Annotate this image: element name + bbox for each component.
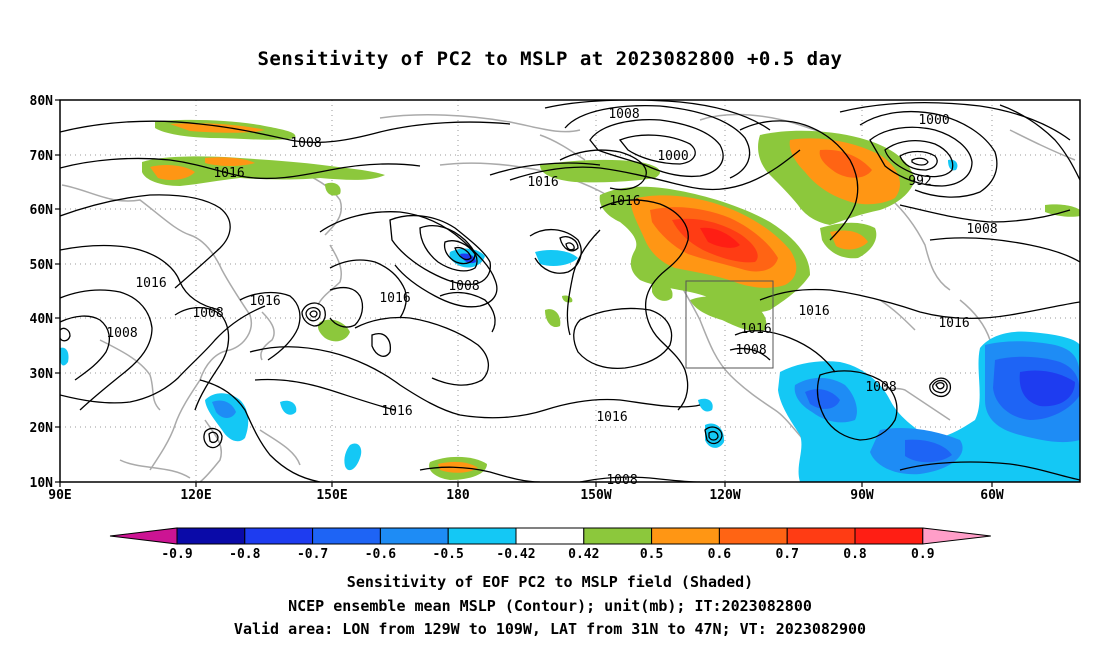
caption-valid-area: Valid area: LON from 129W to 109W, LAT f…	[233, 620, 867, 638]
caption-contour: NCEP ensemble mean MSLP (Contour); unit(…	[288, 597, 812, 615]
contour-label: 1008	[606, 473, 637, 488]
contour-label: 1000	[918, 113, 949, 128]
colorbar-segment	[447, 527, 517, 545]
colorbar	[109, 527, 991, 545]
valid-area-box	[685, 280, 774, 369]
contour-label: 1016	[740, 322, 771, 337]
colorbar-label: 0.42	[568, 547, 599, 562]
caption-shaded: Sensitivity of EOF PC2 to MSLP field (Sh…	[346, 573, 754, 591]
lat-label: 40N	[30, 312, 54, 327]
lon-labels: 90E 120E 150E 180 150W 120W 90W 60W	[48, 488, 1004, 503]
colorbar-segment	[718, 527, 788, 545]
lon-label: 150E	[316, 488, 347, 503]
contour-label: 1008	[966, 222, 997, 237]
colorbar-segment	[583, 527, 653, 545]
contour-label: 1016	[938, 316, 969, 331]
colorbar-label: 0.5	[640, 547, 663, 562]
colorbar-low-end	[109, 527, 178, 545]
negative-sensitivity	[60, 159, 1080, 482]
lon-label: 60W	[980, 488, 1004, 503]
colorbar-high-end	[922, 527, 991, 545]
colorbar-segment	[312, 527, 381, 545]
lat-label: 10N	[30, 476, 54, 491]
contour-label: 1016	[213, 166, 244, 181]
colorbar-segment	[651, 527, 720, 545]
colorbar-label: 0.6	[708, 547, 732, 562]
lat-label: 60N	[30, 203, 54, 218]
contour-label: 1008	[192, 306, 223, 321]
lat-label: 20N	[30, 421, 54, 436]
colorbar-segment	[244, 527, 314, 545]
contour-label: 1008	[448, 279, 479, 294]
contour-labels: 1008 1016 1016 1016 1008 1016 1008 1016 …	[106, 107, 997, 488]
lat-label: 70N	[30, 149, 54, 164]
mslp-contours	[60, 100, 1080, 482]
lat-label: 80N	[30, 94, 54, 109]
lon-label: 120E	[180, 488, 211, 503]
contour-label: 1008	[608, 107, 639, 122]
colorbar-label: -0.6	[365, 547, 396, 562]
contour-label: 1008	[865, 380, 896, 395]
colorbar-label: -0.8	[229, 547, 260, 562]
colorbar-label: -0.9	[161, 547, 192, 562]
colorbar-label: -0.7	[297, 547, 328, 562]
lon-label: 90E	[48, 488, 71, 503]
contour-label: 1016	[527, 175, 558, 190]
colorbar-segment	[515, 527, 585, 545]
contour-label: 1000	[657, 149, 688, 164]
colorbar-labels: -0.9 -0.8 -0.7 -0.6 -0.5 -0.42 0.42 0.5 0.6 0.7 0.…	[161, 547, 934, 562]
contour-label: 1016	[135, 276, 166, 291]
contour-label: 1008	[106, 326, 137, 341]
lon-label: 90W	[850, 488, 874, 503]
colorbar-label: 0.8	[843, 547, 867, 562]
lat-label: 30N	[30, 367, 54, 382]
colorbar-segment	[786, 527, 856, 545]
plot-frame	[59, 99, 1081, 483]
colorbar-label: 0.9	[911, 547, 934, 562]
contour-label: 992	[908, 174, 931, 189]
lat-labels: 80N 70N 60N 50N 40N 30N 20N 10N	[30, 94, 54, 491]
colorbar-segment	[379, 527, 449, 545]
contour-label: 1016	[596, 410, 627, 425]
contour-label: 1008	[290, 136, 321, 151]
map-title: Sensitivity of PC2 to MSLP at 2023082800…	[257, 48, 843, 70]
colorbar-label: 0.7	[775, 547, 798, 562]
contour-label: 1016	[379, 291, 410, 306]
lon-label: 180	[446, 488, 470, 503]
contour-label: 1016	[249, 294, 280, 309]
colorbar-label: -0.42	[496, 547, 535, 562]
colorbar-segment	[176, 527, 246, 545]
colorbar-segment	[854, 527, 924, 545]
contour-label: 1008	[735, 343, 766, 358]
colorbar-label: -0.5	[433, 547, 464, 562]
contour-label: 1016	[609, 194, 640, 209]
lon-label: 150W	[580, 488, 611, 503]
lat-label: 50N	[30, 258, 54, 273]
contour-label: 1016	[798, 304, 829, 319]
contour-label: 1016	[381, 404, 412, 419]
lon-label: 120W	[709, 488, 740, 503]
tick-marks	[55, 99, 993, 487]
positive-sensitivity	[142, 119, 1080, 480]
